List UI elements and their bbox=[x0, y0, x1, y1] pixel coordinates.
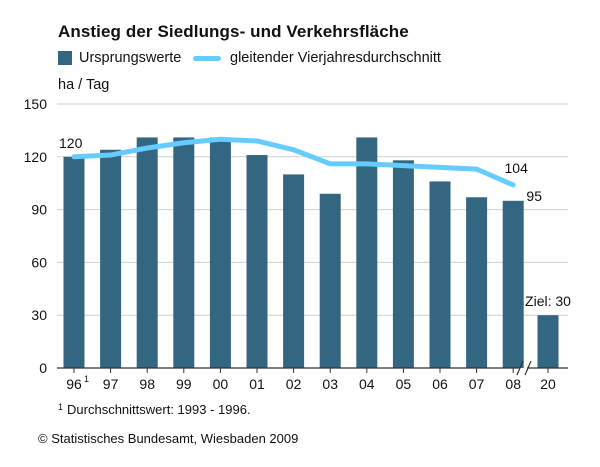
bar bbox=[502, 200, 524, 368]
bar bbox=[209, 137, 231, 368]
bar bbox=[537, 315, 559, 368]
x-tick-label: 97 bbox=[103, 376, 119, 392]
footnote-marker: 1 bbox=[58, 402, 64, 412]
footnote: 1 Durchschnittswert: 1993 - 1996. bbox=[58, 402, 251, 417]
bar bbox=[356, 137, 378, 368]
line-series-moving-average bbox=[71, 136, 516, 188]
legend-bar-label: Ursprungswerte bbox=[79, 50, 182, 66]
legend-item-bars: Ursprungswerte bbox=[58, 50, 181, 66]
bar-data-label: 95 bbox=[526, 188, 542, 204]
axis-break-mark bbox=[524, 360, 532, 376]
x-tick-label: 00 bbox=[213, 376, 229, 392]
legend-bar-swatch bbox=[58, 51, 72, 65]
x-tick-label: 20 bbox=[540, 376, 556, 392]
y-axis-unit: ha / Tag bbox=[58, 77, 110, 93]
y-tick-label: 30 bbox=[31, 307, 47, 323]
x-tick-label: 01 bbox=[249, 376, 265, 392]
line-data-label: 120 bbox=[59, 135, 83, 151]
line-data-label: 104 bbox=[505, 160, 529, 176]
x-tick-label: 03 bbox=[322, 376, 338, 392]
x-tick-label: 99 bbox=[176, 376, 192, 392]
x-tick-label: 07 bbox=[469, 376, 485, 392]
y-tick-label: 0 bbox=[39, 360, 47, 376]
bar bbox=[63, 156, 85, 368]
x-tick-label: 02 bbox=[286, 376, 302, 392]
bar bbox=[429, 181, 451, 368]
legend-line-label: gleitender Vierjahresdurchschnitt bbox=[230, 50, 441, 66]
x-tick-label: 04 bbox=[359, 376, 375, 392]
axis-break-mark bbox=[516, 360, 524, 376]
bar bbox=[283, 174, 305, 368]
bar bbox=[319, 193, 341, 368]
y-tick-label: 120 bbox=[24, 149, 48, 165]
footnote-text: Durchschnittswert: 1993 - 1996. bbox=[67, 402, 251, 417]
bar bbox=[136, 137, 158, 368]
legend-item-line: gleitender Vierjahresdurchschnitt bbox=[193, 50, 441, 66]
y-tick-label: 150 bbox=[24, 96, 48, 112]
y-tick-label: 90 bbox=[31, 202, 47, 218]
bar bbox=[100, 149, 122, 368]
copyright: © Statistisches Bundesamt, Wiesbaden 200… bbox=[38, 431, 299, 446]
x-tick-label: 05 bbox=[396, 376, 412, 392]
legend-line-swatch bbox=[193, 55, 221, 61]
bar bbox=[246, 155, 268, 368]
x-tick-footnote-marker: 1 bbox=[84, 374, 89, 384]
y-tick-label: 60 bbox=[31, 254, 47, 270]
bar bbox=[173, 137, 195, 368]
bar bbox=[466, 197, 488, 368]
x-tick-label: 06 bbox=[432, 376, 448, 392]
x-tick-label: 98 bbox=[139, 376, 155, 392]
x-tick-label: 96 bbox=[66, 376, 82, 392]
x-tick-label: 08 bbox=[505, 376, 521, 392]
chart-title: Anstieg der Siedlungs- und Verkehrsfläch… bbox=[58, 22, 409, 41]
bar-data-label: Ziel: 30 bbox=[525, 293, 571, 309]
bar bbox=[392, 160, 414, 368]
